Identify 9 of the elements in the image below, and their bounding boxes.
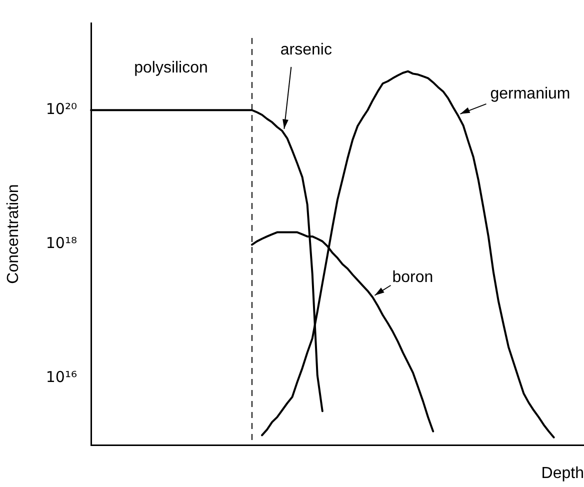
y-tick-label: 10²⁰ (46, 100, 77, 118)
annotation: polysilicon (134, 59, 208, 76)
x-axis-title: Depth (541, 464, 584, 482)
y-axis-title: Concentration (5, 184, 22, 284)
text: arsenic (280, 41, 332, 58)
y-tick-label: 10¹⁶ (46, 368, 77, 386)
text: germanium (490, 85, 570, 102)
series-label: boron (392, 268, 434, 286)
y-tick-label: 10¹⁸ (46, 234, 77, 252)
